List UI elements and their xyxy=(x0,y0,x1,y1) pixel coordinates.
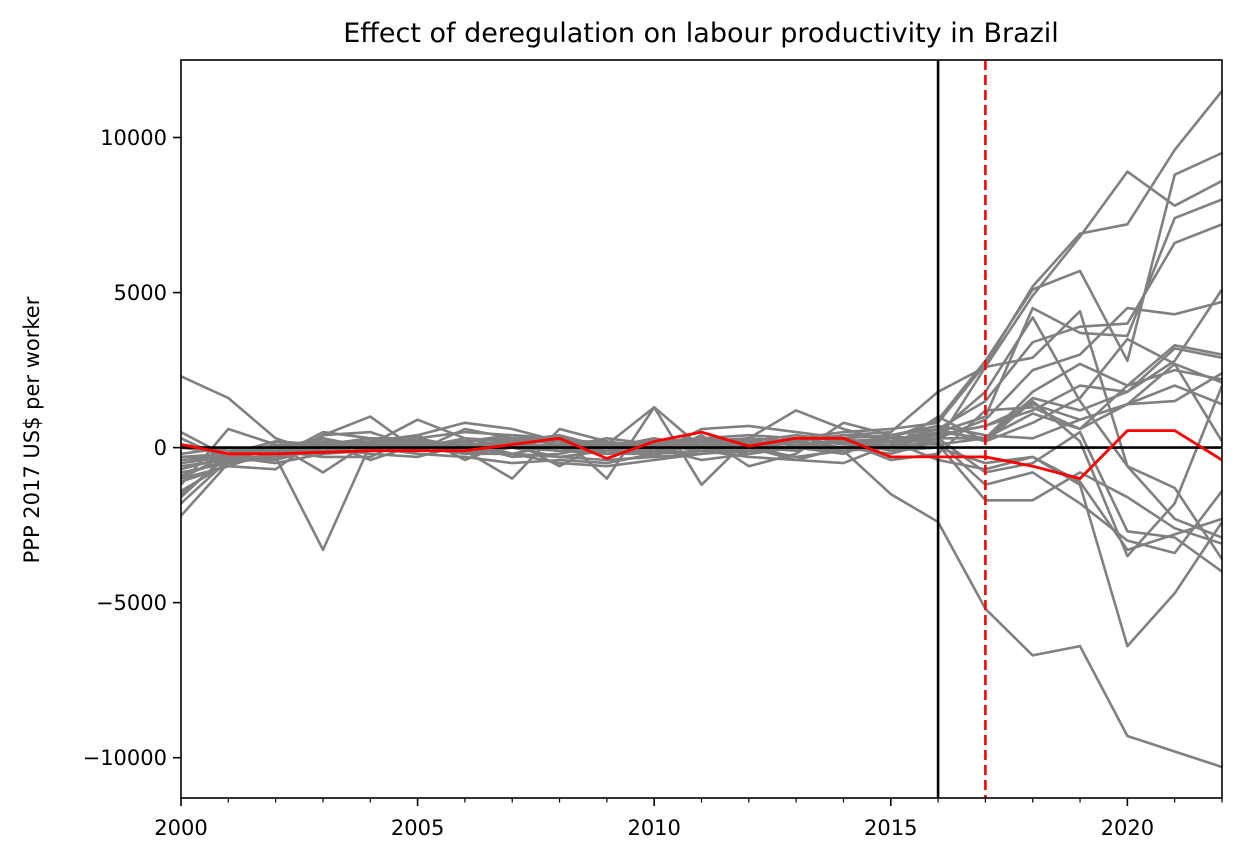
y-tick-label: −10000 xyxy=(83,746,167,770)
y-tick-label: 0 xyxy=(154,436,167,460)
placebo-series-line-1 xyxy=(181,170,1222,456)
reference-lines xyxy=(181,60,1222,798)
series-layer xyxy=(181,90,1222,769)
y-tick-label: 10000 xyxy=(100,126,167,150)
placebo-series-line-5 xyxy=(181,198,1222,496)
y-axis-label: PPP 2017 US$ per worker xyxy=(20,296,44,563)
chart-title: Effect of deregulation on labour product… xyxy=(343,18,1059,49)
placebo-series-line-18 xyxy=(181,440,1222,648)
placebo-series-line-3 xyxy=(181,151,1222,552)
y-tick-label: 5000 xyxy=(114,281,167,305)
y-axis: −10000 −5000 0 5000 10000 xyxy=(83,126,181,770)
placebo-series-line-7 xyxy=(181,343,1222,480)
placebo-series-line-4 xyxy=(181,223,1222,505)
placebo-series-line-12 xyxy=(181,385,1222,558)
placebo-series-line-13 xyxy=(181,436,1222,555)
x-tick-label: 2020 xyxy=(1101,816,1154,840)
x-tick-label: 2015 xyxy=(864,816,917,840)
placebo-series-line-23 xyxy=(181,362,1222,459)
x-tick-label: 2005 xyxy=(391,816,444,840)
x-tick-label: 2000 xyxy=(154,816,207,840)
treated-series-line xyxy=(181,429,1222,481)
placebo-series-line-11 xyxy=(181,316,1222,539)
y-tick-label: −5000 xyxy=(96,591,167,615)
x-tick-label: 2010 xyxy=(627,816,680,840)
x-axis: 2000 2005 2010 2015 2020 xyxy=(154,798,1223,840)
